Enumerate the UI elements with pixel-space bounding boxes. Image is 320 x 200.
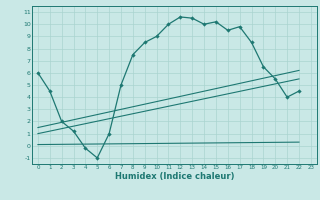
- X-axis label: Humidex (Indice chaleur): Humidex (Indice chaleur): [115, 172, 234, 181]
